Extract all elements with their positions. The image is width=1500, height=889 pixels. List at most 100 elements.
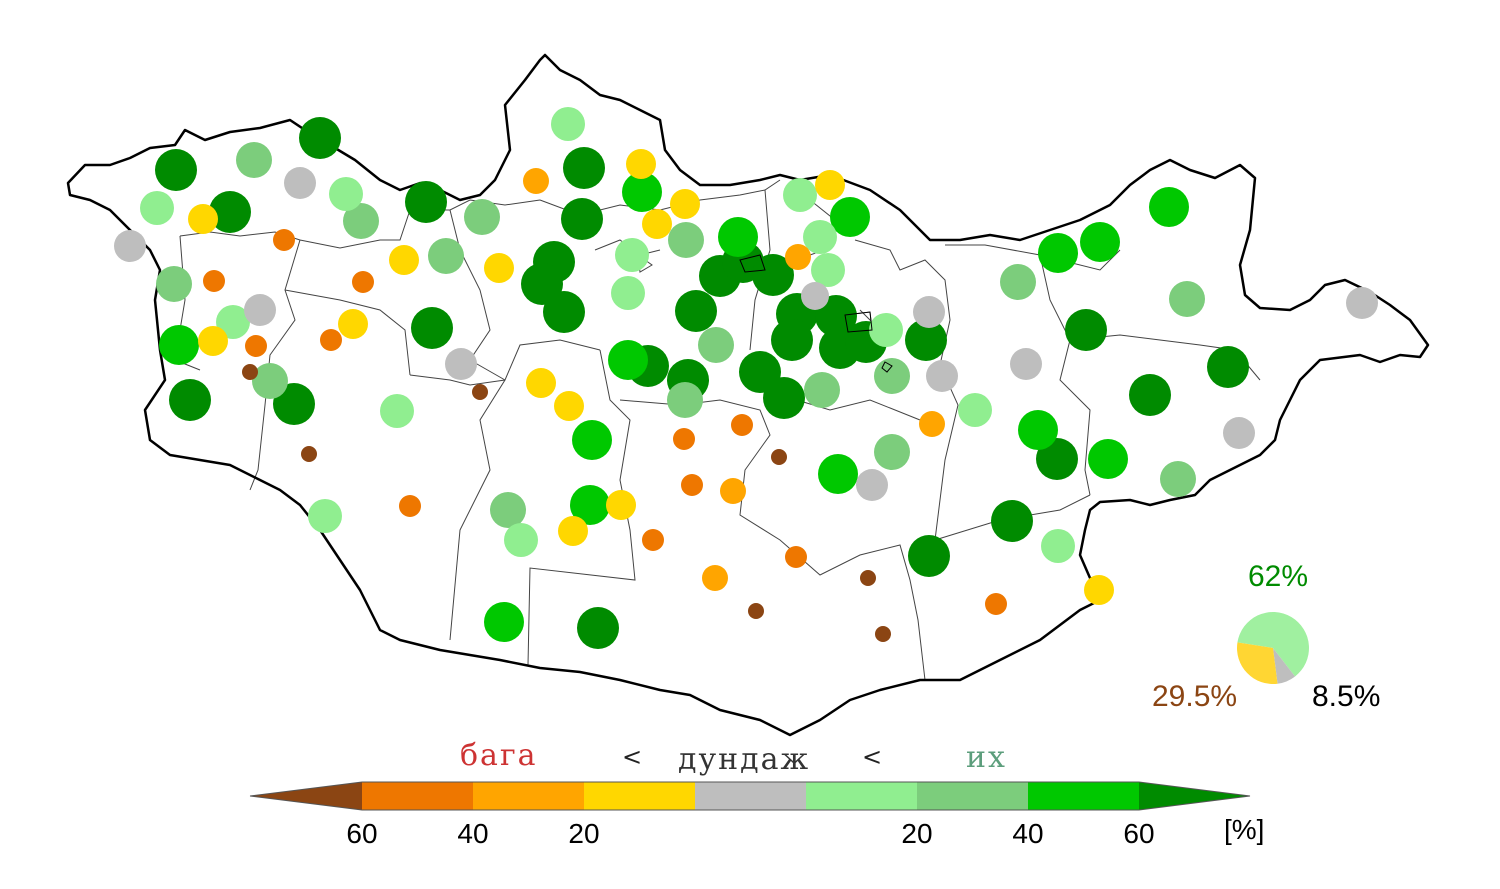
legend-low-label: бага [460,738,538,773]
station-marker [771,319,813,361]
country-border [66,53,1430,737]
station-marker [504,523,538,557]
station-marker [830,197,870,237]
station-marker [608,340,648,380]
station-marker [563,147,605,189]
station-marker [1000,264,1036,300]
station-marker [1346,287,1378,319]
station-marker [875,626,891,642]
station-marker [642,209,672,239]
colorbar-tick-label: 60 [346,818,378,849]
station-marker [804,372,840,408]
station-marker [1065,309,1107,351]
colorbar-tick-label: 60 [1123,818,1155,849]
station-marker [615,238,649,272]
station-marker [572,420,612,460]
station-marker [484,602,524,642]
station-marker [1129,374,1171,416]
station-marker [169,379,211,421]
colorbar-segment [917,782,1028,810]
station-marker [675,290,717,332]
station-marker [526,368,556,398]
summary-pie-chart [1237,612,1309,684]
station-marker [667,382,703,418]
station-marker [1169,281,1205,317]
station-markers [114,107,1378,649]
station-marker [301,446,317,462]
station-marker [561,198,603,240]
station-marker [1010,348,1042,380]
station-marker [1149,187,1189,227]
pie-slice-below [1237,642,1278,684]
station-marker [815,170,845,200]
station-marker [244,294,276,326]
station-marker [389,245,419,275]
below-normal-percent: 29.5% [1152,680,1238,713]
station-marker [405,181,447,223]
station-marker [399,495,421,517]
station-marker [1036,438,1078,480]
station-marker [801,282,829,310]
station-marker [905,319,947,361]
station-marker [1018,410,1058,450]
station-marker [554,391,584,421]
station-marker [329,177,363,211]
colorbar-low-arrow [250,782,362,810]
station-marker [252,363,288,399]
station-marker [1084,575,1114,605]
station-marker [670,189,700,219]
station-marker [308,499,342,533]
station-marker [1160,461,1196,497]
station-marker [428,238,464,274]
station-marker [380,394,414,428]
station-marker [720,478,746,504]
colorbar-segment [584,782,695,810]
station-marker [299,117,341,159]
legend-high-label: их [966,740,1007,775]
station-marker [626,149,656,179]
colorbar-high-arrow [1139,782,1250,810]
station-marker [242,364,258,380]
station-marker [551,107,585,141]
station-marker [1041,529,1075,563]
station-marker [490,492,526,528]
legend-separator: < [622,743,643,771]
station-marker [913,296,945,328]
colorbar-segment [1028,782,1139,810]
colorbar-tick-label: 40 [1012,818,1044,849]
station-marker [919,411,945,437]
station-marker [523,168,549,194]
station-marker [484,253,514,283]
station-marker [748,603,764,619]
above-normal-percent: 62% [1248,560,1309,593]
normal-percent: 8.5% [1312,680,1381,713]
station-marker [156,266,192,302]
station-marker [785,244,811,270]
station-marker [114,230,146,262]
colorbar-unit-label: [%] [1224,814,1265,845]
station-marker [411,307,453,349]
station-marker [803,220,837,254]
station-marker [284,167,316,199]
station-marker [642,529,664,551]
station-marker [771,449,787,465]
station-marker [668,222,704,258]
colorbar-segment [473,782,584,810]
station-marker [1038,233,1078,273]
station-marker [155,149,197,191]
station-marker [673,428,695,450]
station-marker [273,229,295,251]
legend-mid-label: дундаж [678,742,811,777]
station-marker [320,329,342,351]
station-marker [236,142,272,178]
station-marker [611,276,645,310]
station-marker [860,570,876,586]
station-marker [1088,439,1128,479]
station-marker [622,172,662,212]
station-marker [681,474,703,496]
station-marker [273,383,315,425]
station-marker [245,335,267,357]
station-marker [752,254,794,296]
station-marker [818,454,858,494]
station-marker [606,490,636,520]
